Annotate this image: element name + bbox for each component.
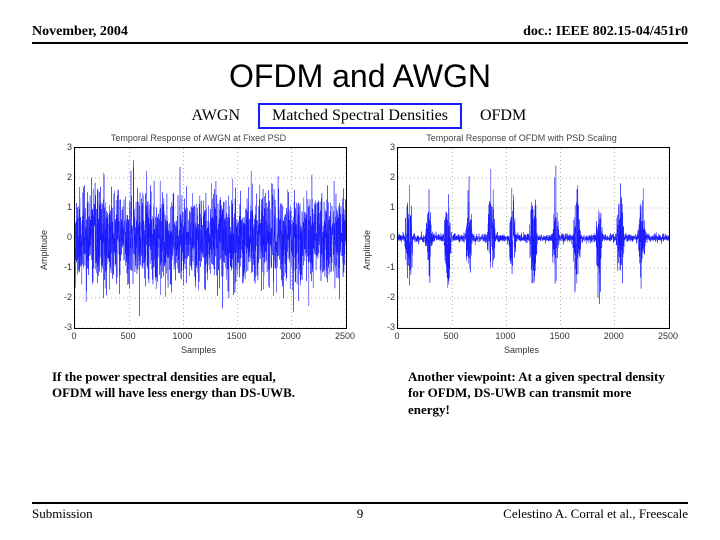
xtick: 500 [444, 331, 459, 341]
xtick: 0 [71, 331, 76, 341]
charts-row: Temporal Response of AWGN at Fixed PSD A… [32, 133, 688, 355]
xtick: 1000 [172, 331, 192, 341]
footer: Submission 9 Celestino A. Corral et al.,… [32, 502, 688, 522]
xtick: 2000 [604, 331, 624, 341]
slide: November, 2004 doc.: IEEE 802.15-04/451r… [0, 0, 720, 540]
slide-title: OFDM and AWGN [32, 58, 688, 95]
xtick: 2500 [658, 331, 678, 341]
chart-right: Temporal Response of OFDM with PSD Scali… [369, 133, 674, 355]
chart-right-frame: Amplitude Samples -3-2-10123050010001500… [369, 145, 674, 355]
chart-left-frame: Amplitude Samples -3-2-10123050010001500… [46, 145, 351, 355]
chart-left-plot [74, 147, 347, 329]
ytick: 0 [377, 232, 395, 242]
caption-left: If the power spectral densities are equa… [52, 369, 312, 418]
xtick: 2000 [281, 331, 301, 341]
ytick: 2 [54, 172, 72, 182]
footer-right: Celestino A. Corral et al., Freescale [503, 506, 688, 522]
ytick: -3 [377, 322, 395, 332]
ytick: 1 [377, 202, 395, 212]
xtick: 1000 [495, 331, 515, 341]
xtick: 1500 [550, 331, 570, 341]
chart-right-title: Temporal Response of OFDM with PSD Scali… [369, 133, 674, 143]
header-doc-id: doc.: IEEE 802.15-04/451r0 [523, 24, 688, 40]
chart-right-ylabel: Amplitude [362, 230, 372, 270]
chart-left-xlabel: Samples [181, 345, 216, 355]
subheader-row: AWGN Matched Spectral Densities OFDM [32, 103, 688, 129]
chart-left: Temporal Response of AWGN at Fixed PSD A… [46, 133, 351, 355]
ytick: -2 [54, 292, 72, 302]
ytick: 0 [54, 232, 72, 242]
ytick: 3 [54, 142, 72, 152]
ytick: 3 [377, 142, 395, 152]
caption-right: Another viewpoint: At a given spectral d… [408, 369, 668, 418]
chart-right-xlabel: Samples [504, 345, 539, 355]
xtick: 2500 [335, 331, 355, 341]
chart-left-title: Temporal Response of AWGN at Fixed PSD [46, 133, 351, 143]
ytick: -3 [54, 322, 72, 332]
ytick: -1 [377, 262, 395, 272]
chart-right-plot [397, 147, 670, 329]
ytick: -1 [54, 262, 72, 272]
ytick: 1 [54, 202, 72, 212]
xtick: 500 [121, 331, 136, 341]
footer-left: Submission [32, 506, 93, 522]
captions-row: If the power spectral densities are equa… [52, 369, 668, 418]
xtick: 0 [394, 331, 399, 341]
footer-page: 9 [357, 506, 364, 522]
ytick: -2 [377, 292, 395, 302]
xtick: 1500 [227, 331, 247, 341]
chart-left-ylabel: Amplitude [39, 230, 49, 270]
header-bar: November, 2004 doc.: IEEE 802.15-04/451r… [32, 24, 688, 44]
subheader-left: AWGN [100, 107, 240, 125]
subheader-right: OFDM [480, 107, 620, 125]
header-date: November, 2004 [32, 24, 128, 40]
subheader-center-box: Matched Spectral Densities [258, 103, 462, 129]
ytick: 2 [377, 172, 395, 182]
footer-rule [32, 502, 688, 504]
